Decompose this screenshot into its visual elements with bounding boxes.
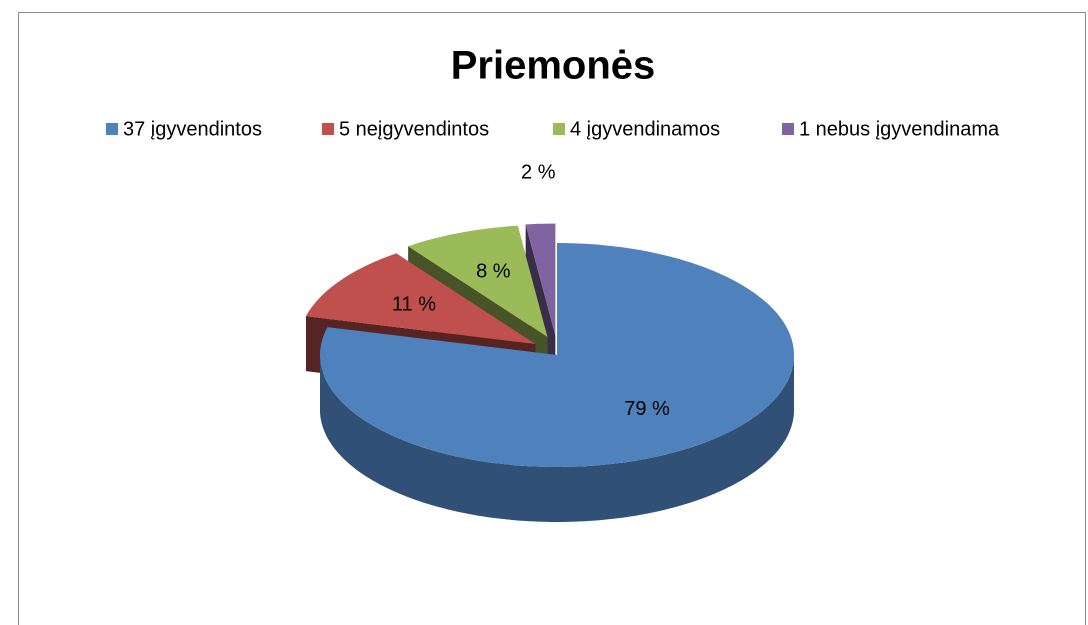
legend-label: 1 nebus įgyvendinama (799, 118, 1000, 140)
pie: 79 % 11 % 8 % 2 % (305, 162, 794, 522)
legend-label: 4 įgyvendinamos (570, 118, 720, 140)
data-label: 11 % (392, 293, 436, 315)
slice-wall (525, 224, 556, 391)
slice-top (408, 225, 548, 337)
slice-top (525, 223, 556, 336)
slice-side (320, 355, 794, 522)
legend: 37 įgyvendintos 5 neįgyvendintos 4 įgyvend… (106, 118, 1000, 140)
chart-title: Priemonės (451, 44, 656, 88)
legend-swatch (106, 123, 118, 135)
pie-slice (525, 223, 556, 391)
pie-slice (320, 243, 794, 522)
data-label: 2 % (521, 162, 556, 184)
data-label: 79 % (624, 398, 670, 420)
slice-top (320, 243, 794, 467)
legend-swatch (553, 123, 565, 135)
legend-label: 37 įgyvendintos (123, 118, 262, 140)
data-label: 8 % (476, 261, 511, 283)
legend-swatch (782, 123, 794, 135)
legend-label: 5 neįgyvendintos (339, 118, 489, 140)
slice-top (305, 253, 536, 345)
legend-swatch (322, 123, 334, 135)
